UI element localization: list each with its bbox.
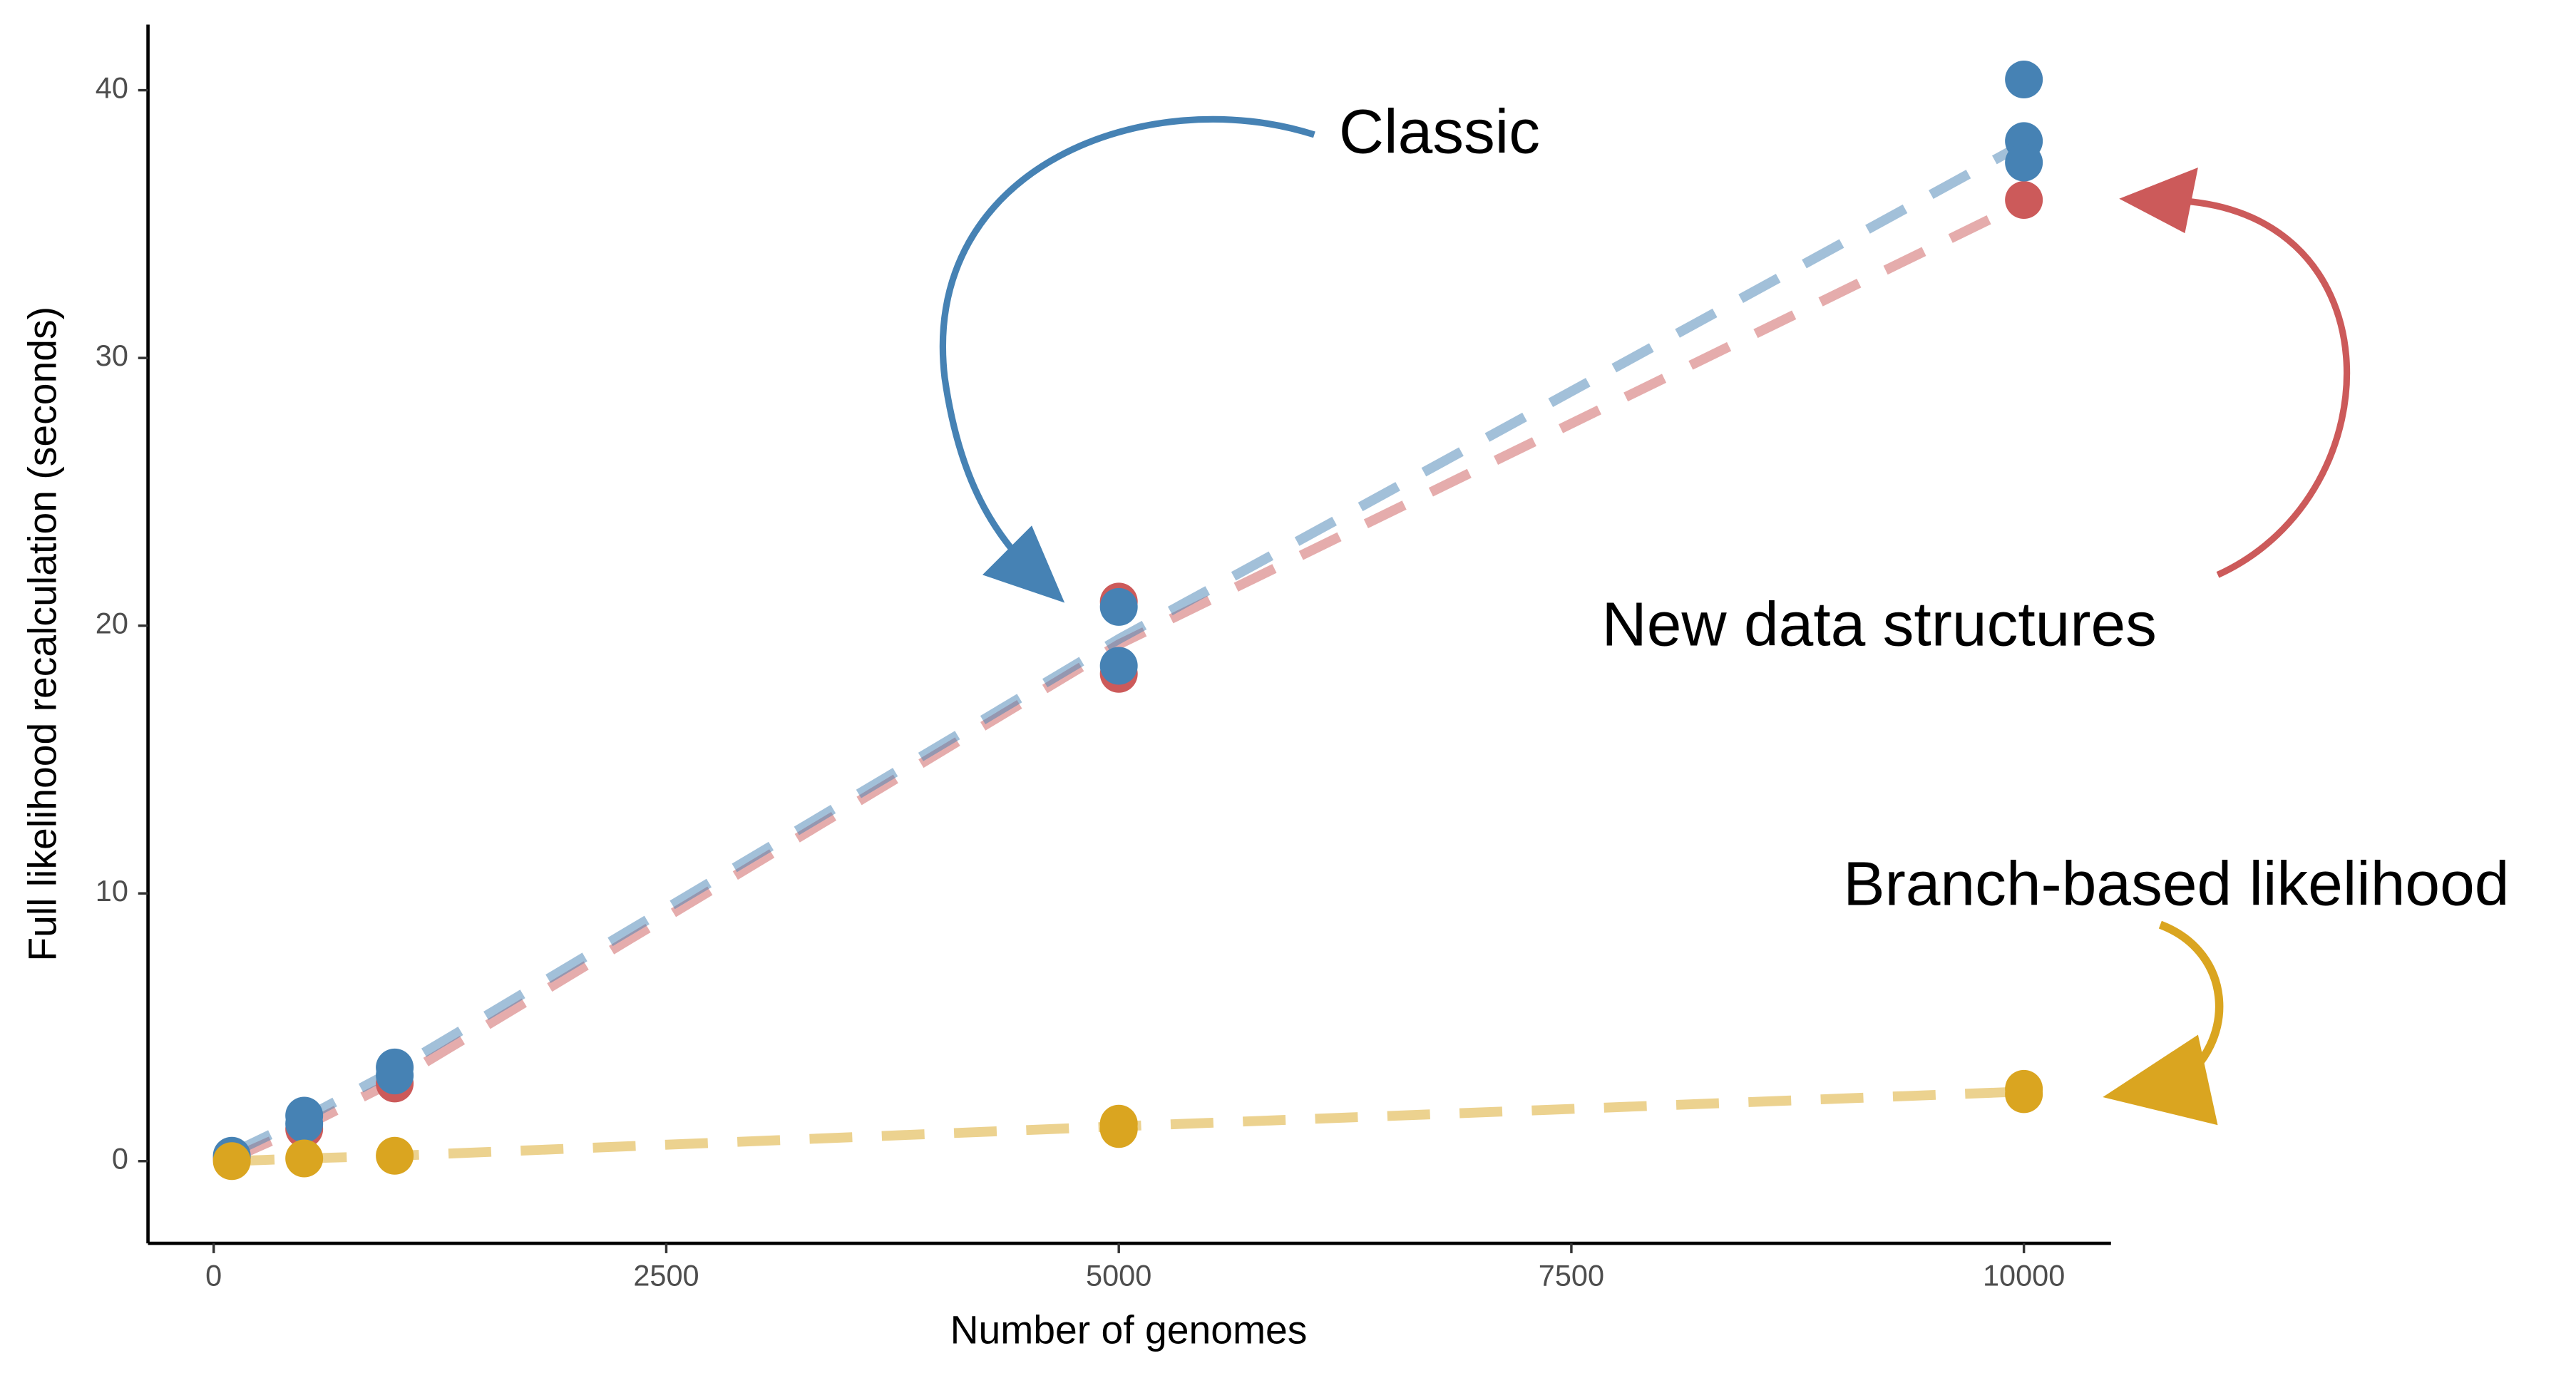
point — [212, 1142, 251, 1181]
y-tick-label: 40 — [96, 71, 128, 105]
annotation: Classic — [1339, 96, 1540, 166]
arrow-head — [2103, 1034, 2218, 1126]
y-tick-label: 20 — [96, 607, 128, 640]
x-tick-label: 2500 — [633, 1258, 699, 1292]
point — [376, 1136, 414, 1175]
point — [1099, 1110, 1138, 1148]
annotation: New data structures — [1602, 589, 2157, 659]
point — [285, 1104, 324, 1143]
point — [1099, 587, 1138, 626]
arrow — [2119, 168, 2351, 578]
arrow-head — [2119, 168, 2198, 234]
plot-area — [212, 61, 2043, 1181]
arrow-head — [982, 525, 1065, 603]
arrow-line — [2160, 197, 2351, 578]
arrow — [940, 115, 1315, 603]
x-axis-title: Number of genomes — [950, 1308, 1308, 1352]
point — [376, 1056, 414, 1095]
x-tick-label: 5000 — [1086, 1258, 1151, 1292]
arrow-line — [940, 115, 1315, 581]
point — [1099, 647, 1138, 685]
point — [2005, 143, 2043, 182]
x-tick-label: 0 — [205, 1258, 222, 1292]
point — [2005, 61, 2043, 99]
annotation: Branch-based likelihood — [1843, 848, 2509, 918]
y-tick-label: 10 — [96, 874, 128, 907]
y-tick-label: 0 — [112, 1142, 128, 1176]
x-tick-label: 7500 — [1539, 1258, 1604, 1292]
arrow — [2103, 920, 2224, 1126]
y-axis-title: Full likelihood recalculation (seconds) — [21, 307, 65, 962]
x-tick-label: 10000 — [1983, 1258, 2065, 1292]
point — [2005, 1075, 2043, 1114]
y-tick-label: 30 — [96, 339, 128, 372]
point — [285, 1139, 324, 1178]
point — [2005, 181, 2043, 220]
